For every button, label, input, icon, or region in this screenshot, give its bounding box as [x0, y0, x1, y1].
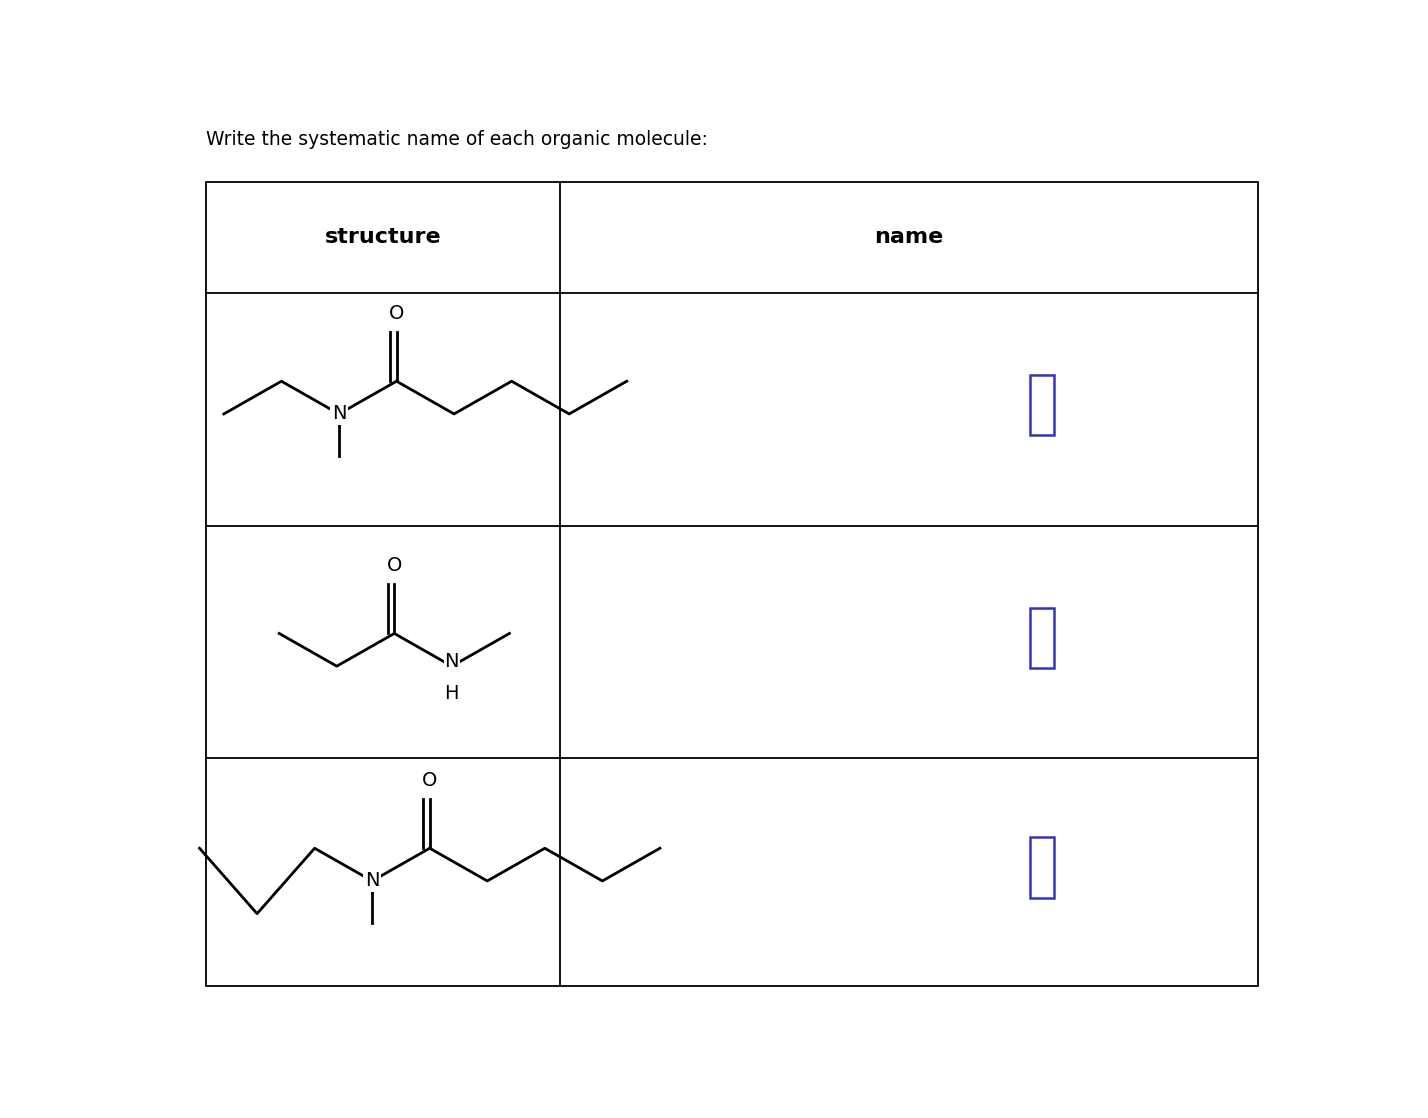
Text: Write the systematic name of each organic molecule:: Write the systematic name of each organi…: [206, 130, 708, 149]
Text: N: N: [366, 871, 380, 890]
Text: name: name: [874, 227, 944, 247]
Text: O: O: [423, 770, 437, 789]
FancyBboxPatch shape: [206, 181, 1258, 986]
FancyBboxPatch shape: [1030, 376, 1054, 435]
Text: H: H: [444, 684, 460, 703]
Text: N: N: [331, 405, 346, 424]
Text: structure: structure: [326, 227, 441, 247]
Text: O: O: [387, 556, 403, 575]
FancyBboxPatch shape: [1030, 837, 1054, 898]
Text: O: O: [388, 304, 404, 323]
Text: N: N: [444, 653, 460, 672]
FancyBboxPatch shape: [1030, 608, 1054, 667]
